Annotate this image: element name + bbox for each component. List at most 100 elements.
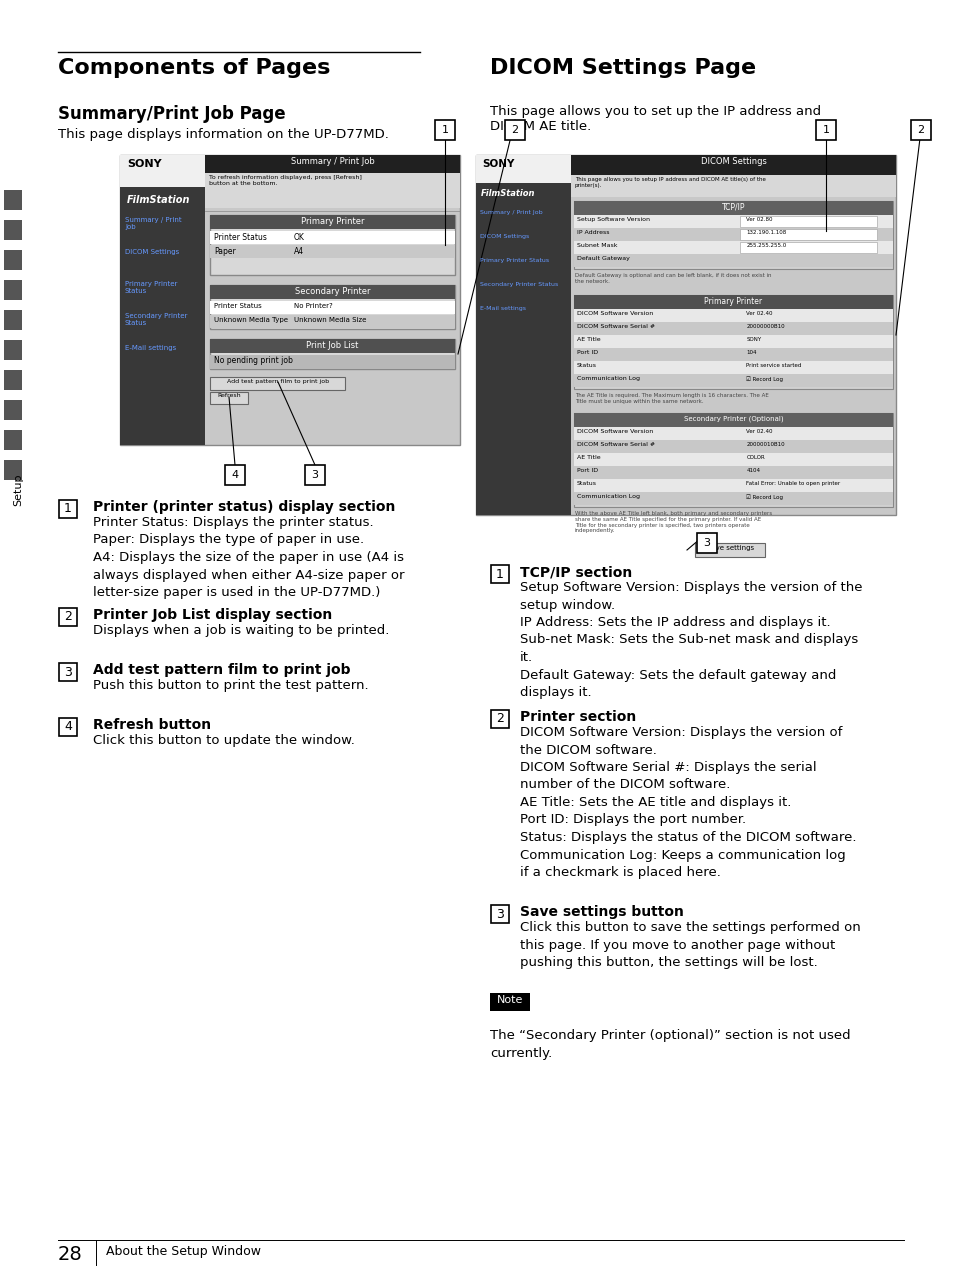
- Text: This page allows you to set up the IP address and
DICOM AE title.: This page allows you to set up the IP ad…: [490, 104, 821, 132]
- Text: AE Title: AE Title: [577, 338, 600, 341]
- Text: To refresh information displayed, press [Refresh]
button at the bottom.: To refresh information displayed, press …: [209, 175, 361, 186]
- Text: This page allows you to setup IP address and DICOM AE title(s) of the
printer(s): This page allows you to setup IP address…: [575, 177, 765, 187]
- Text: Displays when a job is waiting to be printed.: Displays when a job is waiting to be pri…: [92, 624, 389, 637]
- Text: Printer Status: Displays the printer status.
Paper: Displays the type of paper i: Printer Status: Displays the printer sta…: [92, 516, 404, 599]
- Text: DICOM Software Version: DICOM Software Version: [577, 311, 653, 316]
- Text: 3: 3: [64, 665, 71, 679]
- Text: No Printer?: No Printer?: [294, 303, 333, 310]
- Text: E-Mail settings: E-Mail settings: [479, 306, 525, 311]
- Text: DICOM Settings: DICOM Settings: [479, 234, 529, 240]
- Text: 20000000B10: 20000000B10: [745, 324, 784, 329]
- Text: OK: OK: [294, 233, 305, 242]
- Text: 255.255.255.0: 255.255.255.0: [745, 243, 785, 248]
- Text: ☑ Record Log: ☑ Record Log: [745, 376, 782, 382]
- FancyBboxPatch shape: [574, 201, 892, 215]
- Text: E-Mail settings: E-Mail settings: [125, 345, 176, 352]
- FancyBboxPatch shape: [491, 905, 509, 922]
- Text: DICOM Software Serial #: DICOM Software Serial #: [577, 442, 655, 447]
- Text: Secondary Printer (Optional): Secondary Printer (Optional): [683, 415, 782, 422]
- Text: Port ID: Port ID: [577, 350, 598, 355]
- Text: Port ID: Port ID: [577, 468, 598, 473]
- Text: Communication Log: Communication Log: [577, 494, 639, 499]
- Text: FilmStation: FilmStation: [127, 195, 191, 205]
- FancyBboxPatch shape: [59, 499, 77, 519]
- FancyBboxPatch shape: [574, 466, 892, 479]
- FancyBboxPatch shape: [574, 413, 892, 427]
- Text: DICOM Software Serial #: DICOM Software Serial #: [577, 324, 655, 329]
- FancyBboxPatch shape: [574, 322, 892, 335]
- Text: Add test pattern film to print job: Add test pattern film to print job: [227, 378, 329, 383]
- FancyBboxPatch shape: [571, 175, 895, 197]
- FancyBboxPatch shape: [4, 340, 22, 361]
- Text: SONY: SONY: [127, 159, 161, 169]
- FancyBboxPatch shape: [225, 465, 245, 485]
- FancyBboxPatch shape: [574, 454, 892, 466]
- FancyBboxPatch shape: [435, 120, 455, 140]
- Text: Summary / Print Job: Summary / Print Job: [479, 210, 542, 215]
- Text: 1: 1: [821, 125, 828, 135]
- Text: Status: Status: [577, 363, 597, 368]
- Text: DICOM Settings: DICOM Settings: [125, 248, 179, 255]
- Text: Print service started: Print service started: [745, 363, 801, 368]
- Text: SONY: SONY: [745, 338, 760, 341]
- Text: TCP/IP: TCP/IP: [721, 203, 744, 211]
- FancyBboxPatch shape: [574, 361, 892, 375]
- Text: Printer Job List display section: Printer Job List display section: [92, 608, 332, 622]
- Text: With the above AE Title left blank, both primary and secondary printers
share th: With the above AE Title left blank, both…: [575, 511, 771, 534]
- FancyBboxPatch shape: [120, 155, 205, 445]
- FancyBboxPatch shape: [4, 400, 22, 420]
- FancyBboxPatch shape: [210, 392, 248, 404]
- FancyBboxPatch shape: [59, 608, 77, 626]
- Text: Unknown Media Type: Unknown Media Type: [213, 317, 288, 324]
- Text: Secondary Printer Status: Secondary Printer Status: [479, 282, 558, 287]
- Text: Subnet Mask: Subnet Mask: [577, 243, 617, 248]
- FancyBboxPatch shape: [120, 155, 205, 187]
- Text: COLOR: COLOR: [745, 455, 764, 460]
- Text: 4104: 4104: [745, 468, 760, 473]
- FancyBboxPatch shape: [504, 120, 524, 140]
- Text: ☑ Record Log: ☑ Record Log: [745, 494, 782, 499]
- Text: Summary / Print Job: Summary / Print Job: [291, 157, 374, 166]
- Text: Status: Status: [577, 482, 597, 485]
- Text: Print Job List: Print Job List: [306, 341, 358, 350]
- Text: 104: 104: [745, 350, 756, 355]
- Text: 2: 2: [511, 125, 518, 135]
- FancyBboxPatch shape: [574, 310, 892, 322]
- FancyBboxPatch shape: [695, 543, 764, 557]
- FancyBboxPatch shape: [4, 310, 22, 330]
- Text: DICOM Settings: DICOM Settings: [700, 157, 765, 166]
- Text: Default Gateway is optional and can be left blank, if it does not exist in
the n: Default Gateway is optional and can be l…: [575, 273, 771, 284]
- Text: 3: 3: [702, 538, 710, 548]
- FancyBboxPatch shape: [815, 120, 835, 140]
- FancyBboxPatch shape: [4, 460, 22, 480]
- Text: Note: Note: [497, 995, 522, 1005]
- FancyBboxPatch shape: [574, 335, 892, 348]
- Text: Secondary Printer: Secondary Printer: [294, 287, 370, 296]
- Text: Click this button to update the window.: Click this button to update the window.: [92, 734, 355, 747]
- FancyBboxPatch shape: [210, 339, 455, 353]
- Text: Ver 02.40: Ver 02.40: [745, 429, 772, 434]
- Text: Setup Software Version: Setup Software Version: [577, 217, 649, 222]
- Text: Paper: Paper: [213, 247, 235, 256]
- FancyBboxPatch shape: [210, 301, 455, 313]
- FancyBboxPatch shape: [205, 173, 459, 208]
- Text: Ver 02.40: Ver 02.40: [745, 311, 772, 316]
- Text: About the Setup Window: About the Setup Window: [106, 1245, 261, 1257]
- Text: TCP/IP section: TCP/IP section: [519, 564, 632, 578]
- FancyBboxPatch shape: [210, 231, 455, 245]
- Text: This page displays information on the UP-D77MD.: This page displays information on the UP…: [58, 127, 389, 141]
- FancyBboxPatch shape: [574, 201, 892, 269]
- Text: Push this button to print the test pattern.: Push this button to print the test patte…: [92, 679, 368, 692]
- FancyBboxPatch shape: [491, 564, 509, 583]
- Text: 3: 3: [496, 907, 503, 921]
- FancyBboxPatch shape: [574, 375, 892, 387]
- Text: Secondary Printer
Status: Secondary Printer Status: [125, 313, 187, 326]
- Text: Setup Software Version: Displays the version of the
setup window.
IP Address: Se: Setup Software Version: Displays the ver…: [519, 581, 862, 699]
- Text: Primary Printer: Primary Printer: [703, 297, 761, 306]
- FancyBboxPatch shape: [574, 492, 892, 505]
- Text: Save settings: Save settings: [706, 545, 753, 550]
- FancyBboxPatch shape: [59, 719, 77, 736]
- Text: 4: 4: [232, 470, 238, 480]
- FancyBboxPatch shape: [4, 369, 22, 390]
- Text: The “Secondary Printer (optional)” section is not used
currently.: The “Secondary Printer (optional)” secti…: [490, 1029, 850, 1060]
